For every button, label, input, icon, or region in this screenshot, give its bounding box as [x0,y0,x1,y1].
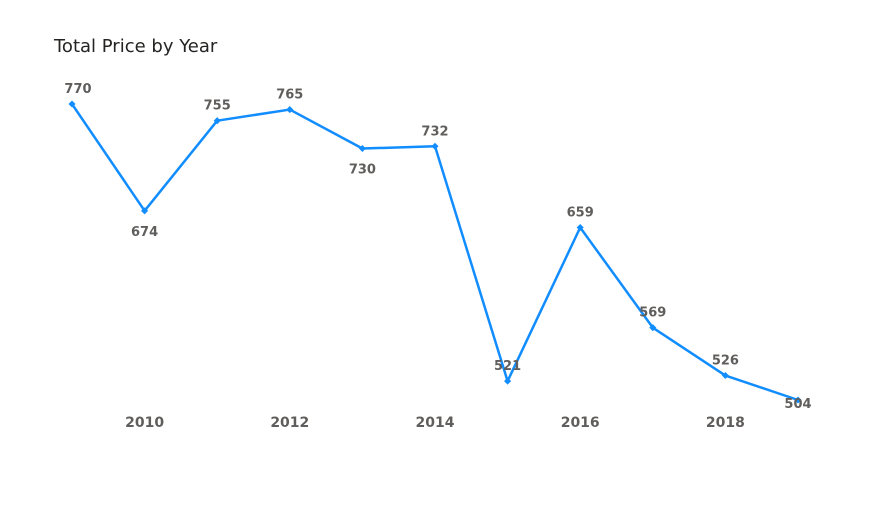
data-label: 569 [639,306,666,321]
x-tick-label: 2018 [706,415,745,431]
data-point [721,371,729,380]
data-label: 770 [64,82,91,97]
data-point [213,117,221,125]
data-point [68,100,76,108]
data-label: 765 [276,88,303,103]
x-tick-label: 2016 [561,415,600,431]
data-point [141,207,149,215]
data-point [649,324,657,332]
data-label: 730 [349,163,376,178]
data-label: 504 [784,397,811,412]
x-tick-label: 2014 [416,415,455,431]
data-label: 659 [567,206,594,221]
x-tick-label: 2010 [125,415,164,431]
chart-title: Total Price by Year [54,36,218,57]
data-point [576,223,584,232]
data-label: 732 [421,124,448,139]
data-label: 674 [131,225,158,240]
data-point [794,396,802,404]
data-label: 755 [204,99,231,114]
data-point [358,144,366,153]
data-point [431,142,439,150]
data-label: 521 [494,359,521,374]
x-tick-label: 2012 [270,415,309,431]
data-point [286,106,294,114]
data-point [504,377,512,385]
data-label: 526 [712,354,739,369]
